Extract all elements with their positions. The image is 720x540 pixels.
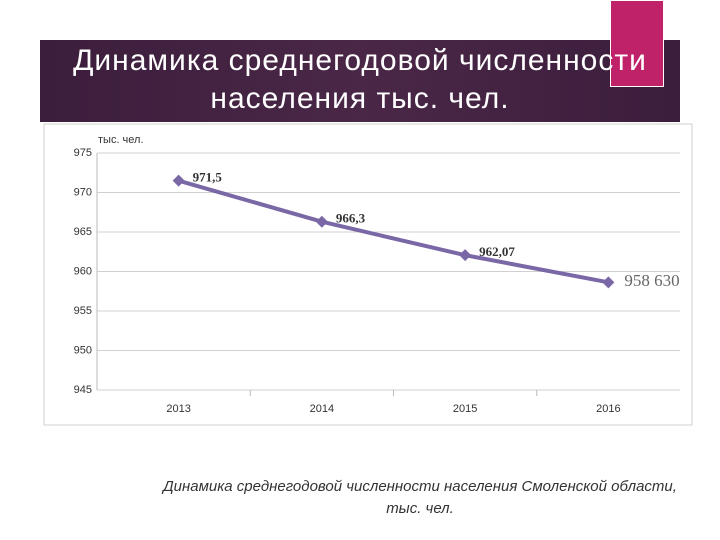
- data-label: 971,5: [193, 170, 223, 185]
- marker: [315, 215, 328, 228]
- marker: [459, 249, 472, 262]
- marker: [172, 174, 185, 187]
- x-tick-label: 2013: [166, 403, 190, 415]
- chart-frame: [43, 123, 693, 426]
- y-axis-label: тыс. чел.: [98, 134, 144, 146]
- data-label: 958 630: [624, 271, 679, 290]
- line: [178, 178, 609, 285]
- y-tick-label: 965: [74, 226, 92, 238]
- y-tick-label: 945: [74, 384, 92, 396]
- slide-title: Динамика среднегодовой численности насел…: [73, 44, 647, 115]
- y-tick-label: 955: [74, 305, 92, 317]
- accent-block: [610, 0, 664, 87]
- marker: [602, 276, 615, 289]
- y-tick-label: 950: [74, 344, 92, 356]
- y-tick-label: 975: [74, 147, 92, 159]
- caption: Динамика среднегодовой численности насел…: [163, 478, 677, 517]
- y-tick-label: 960: [74, 265, 92, 277]
- y-tick-label: 970: [74, 186, 92, 198]
- x-tick-label: 2015: [453, 403, 477, 415]
- x-tick-label: 2014: [310, 403, 334, 415]
- x-tick-label: 2016: [596, 403, 620, 415]
- data-label: 966,3: [336, 211, 366, 226]
- data-label: 962,07: [479, 244, 515, 259]
- title-banner: [40, 40, 680, 122]
